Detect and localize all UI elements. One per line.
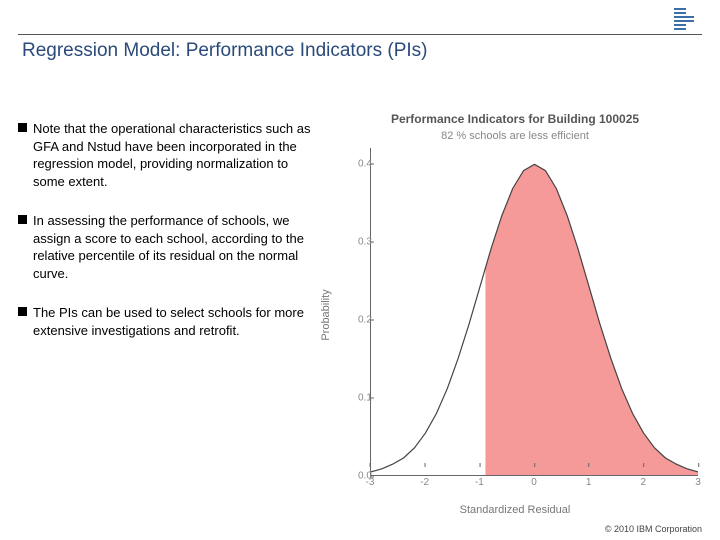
bullet-item: In assessing the performance of schools,… (18, 212, 318, 282)
x-axis-label: Standardized Residual (460, 504, 571, 516)
body: Note that the operational characteristic… (18, 120, 702, 510)
bullet-icon (18, 123, 27, 132)
bullet-icon (18, 307, 27, 316)
text-column: Note that the operational characteristic… (18, 120, 328, 510)
copyright-footer: © 2010 IBM Corporation (605, 524, 702, 534)
x-tick: 3 (695, 477, 701, 488)
x-tick: -1 (475, 477, 484, 488)
x-tick: 2 (641, 477, 647, 488)
y-tick: 0.2 (358, 314, 368, 325)
bullet-item: Note that the operational characteristic… (18, 120, 318, 190)
page-title: Regression Model: Performance Indicators… (22, 40, 428, 62)
chart-title: Performance Indicators for Building 1000… (391, 112, 639, 126)
chart-subtitle: 82 % schools are less efficient (441, 130, 589, 142)
y-tick: 0.3 (358, 236, 368, 247)
x-tick: -3 (366, 477, 375, 488)
y-tick: 0.1 (358, 392, 368, 403)
y-tick: 0.4 (358, 158, 368, 169)
y-axis-label: Probability (320, 289, 332, 340)
header-rule (18, 34, 702, 35)
bullet-icon (18, 215, 27, 224)
plot-area (370, 148, 698, 476)
slide-root: Regression Model: Performance Indicators… (0, 0, 720, 540)
bullet-text: In assessing the performance of schools,… (33, 212, 318, 282)
bullet-item: The PIs can be used to select schools fo… (18, 304, 318, 339)
bullet-text: The PIs can be used to select schools fo… (33, 304, 318, 339)
ibm-logo (674, 8, 694, 30)
normal-curve-chart (371, 148, 698, 475)
x-tick: 0 (531, 477, 537, 488)
x-tick: 1 (586, 477, 592, 488)
bullet-text: Note that the operational characteristic… (33, 120, 318, 190)
chart-column: Performance Indicators for Building 1000… (328, 120, 702, 510)
x-tick: -2 (420, 477, 429, 488)
